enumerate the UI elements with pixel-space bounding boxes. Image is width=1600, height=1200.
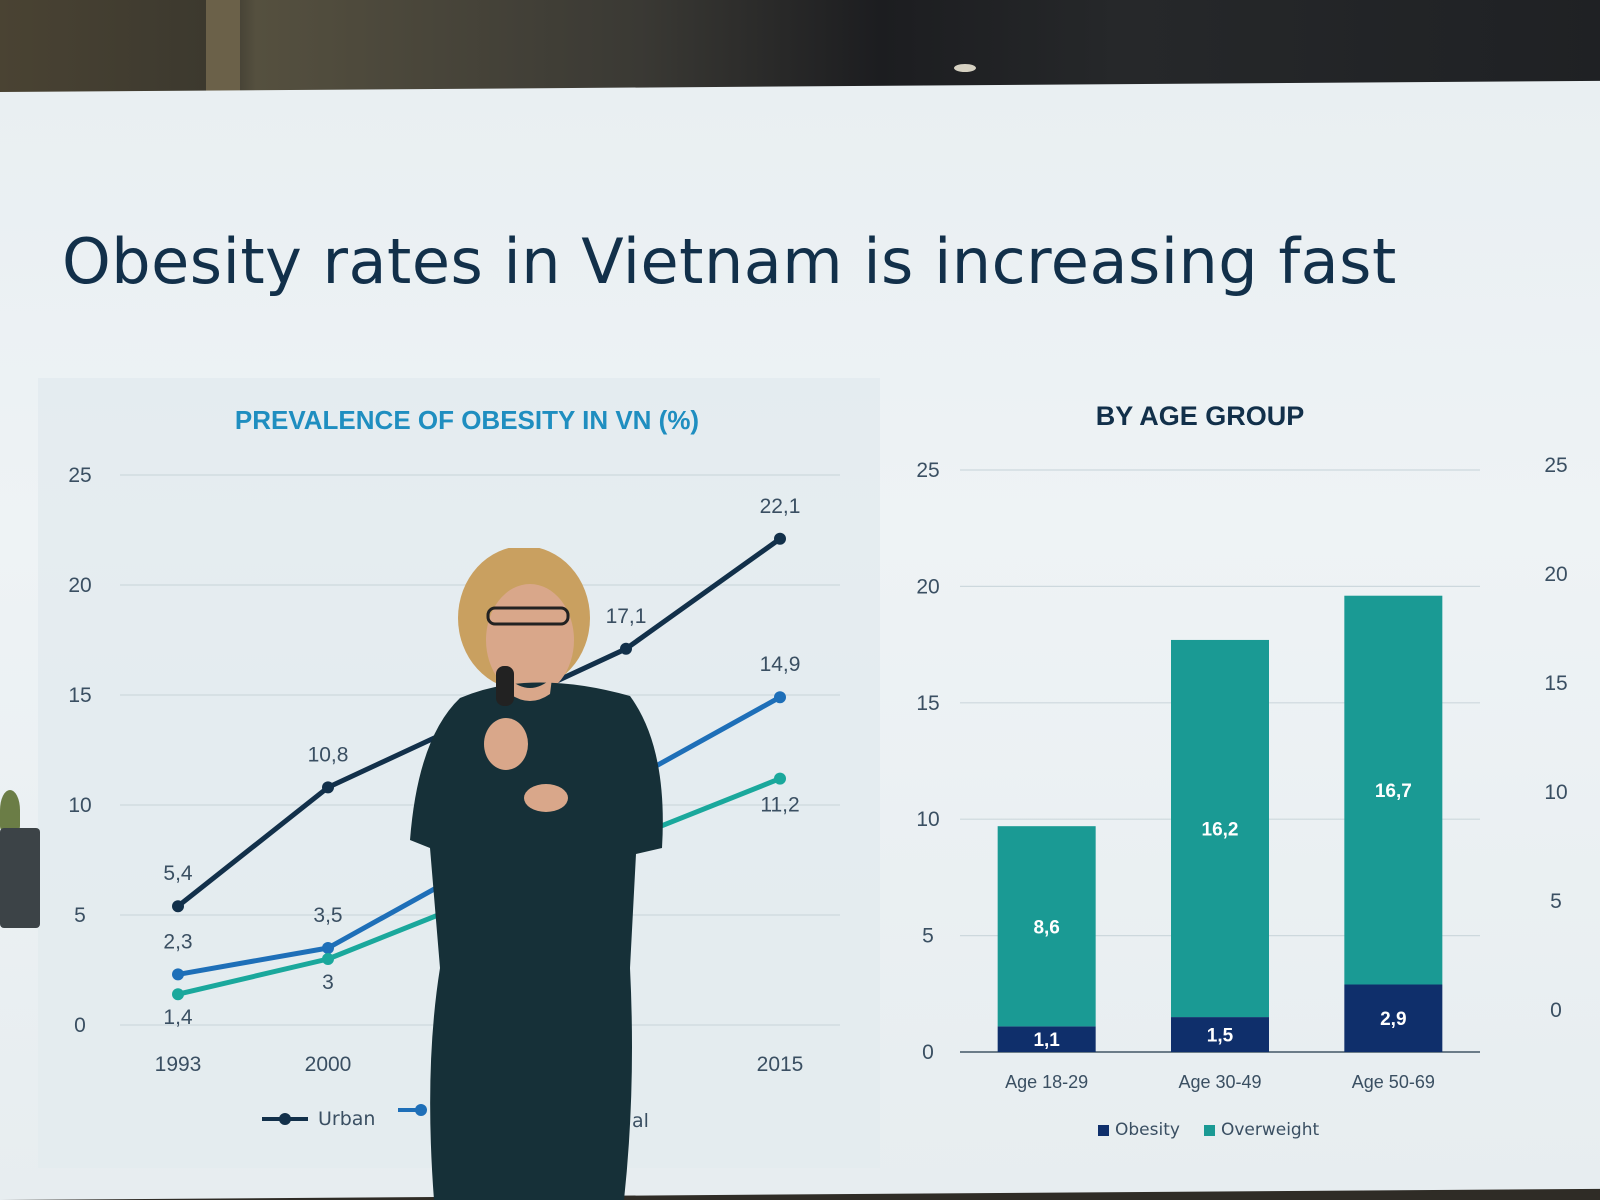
line-data-label: 10,8 (308, 743, 349, 766)
legend-overweight-swatch (1203, 1124, 1215, 1136)
line-data-point (322, 953, 334, 965)
bar-chart-right-axis-label: 15 (1544, 672, 1567, 695)
line-data-label: 22,1 (760, 495, 801, 518)
speaker-hand-2 (524, 784, 568, 812)
legend-series-2-marker (398, 1104, 427, 1116)
bar-chart-x-tick-label: Age 50-69 (1352, 1072, 1435, 1092)
bar-chart: BY AGE GROUP 0 5 10 15 20 25 0 5 10 15 20 25 1,1 8,… (916, 401, 1567, 1092)
line-data-label: 14,9 (760, 653, 801, 676)
line-chart-x-tick-label: 2000 (305, 1053, 352, 1076)
bar-data-label: 8,6 (1033, 917, 1059, 938)
line-data-point (322, 942, 334, 954)
bar-data-label: 16,7 (1375, 781, 1412, 802)
line-chart-y-tick-label: 10 (68, 794, 91, 817)
bar-data-label: 16,2 (1202, 820, 1239, 841)
bar-data-label: 1,5 (1207, 1026, 1234, 1047)
line-chart-y-tick-label: 25 (68, 464, 91, 487)
bar-segment (1344, 984, 1443, 1052)
line-chart-x-tick-label: 2015 (757, 1053, 804, 1076)
bar-chart-right-axis-label: 5 (1550, 890, 1562, 913)
bar-chart-y-tick-label: 10 (916, 808, 939, 831)
line-chart-y-tick-label: 5 (74, 904, 86, 927)
line-data-point (172, 988, 184, 1001)
speaker-hand (484, 718, 528, 770)
line-data-label: 1,4 (163, 1006, 193, 1029)
line-data-point (774, 691, 786, 704)
line-chart-y-tick-label: 20 (68, 574, 91, 597)
bar-chart-y-tick-label: 25 (916, 459, 939, 482)
line-chart-title: PREVALENCE OF OBESITY IN VN (%) (235, 405, 699, 435)
bar-chart-right-axis-label: 20 (1544, 563, 1567, 586)
line-chart-legend: Urban (262, 1108, 375, 1130)
line-chart-y-tick-label: 0 (74, 1014, 86, 1037)
bar-data-label: 1,1 (1033, 1030, 1060, 1051)
line-data-point (172, 968, 184, 981)
bar-segment (1344, 595, 1443, 985)
legend-obesity-label: Obesity (1115, 1120, 1180, 1140)
bar-chart-y-tick-label: 15 (916, 692, 939, 715)
slide-title: Obesity rates in Vietnam is increasing f… (62, 225, 1397, 298)
speaker-glasses (486, 606, 570, 626)
speaker-figure (410, 548, 663, 1200)
bar-data-label: 2,9 (1380, 1009, 1406, 1030)
plant (0, 790, 20, 830)
bar-segment (997, 1026, 1096, 1052)
bar-chart-x-tick-label: Age 30-49 (1178, 1072, 1261, 1092)
ceiling-lamp (954, 64, 976, 72)
legend-series-3-label: al (632, 1110, 649, 1132)
legend-urban-label: Urban (318, 1108, 376, 1130)
line-data-label: 11,2 (760, 794, 799, 817)
line-data-label: 2,3 (163, 930, 192, 953)
bar-chart-y-tick-label: 5 (922, 925, 934, 948)
speaker-dress (410, 682, 663, 1200)
line-data-point (620, 642, 632, 655)
line-chart-legend-3: al (632, 1110, 649, 1132)
legend-obesity-swatch (1098, 1124, 1109, 1136)
line-data-label: 17,1 (606, 605, 647, 628)
bar-segment (997, 826, 1096, 1027)
line-data-label: 3 (322, 971, 334, 994)
line-data-point (172, 900, 184, 913)
line-chart-x-tick-label: 1993 (155, 1053, 202, 1076)
bar-segment (1171, 1017, 1269, 1052)
microphone-icon (496, 666, 514, 706)
bar-chart-y-tick-label: 0 (922, 1041, 934, 1064)
bar-chart-y-tick-label: 20 (916, 575, 939, 598)
legend-overweight-label: Overweight (1220, 1120, 1320, 1140)
speaker-neck (508, 678, 552, 701)
line-chart-legend-2 (398, 1104, 427, 1116)
bar-chart-legend: Obesity Overweight (1098, 1120, 1319, 1140)
line-data-point (774, 532, 786, 545)
bar-chart-x-tick-label: Age 18-29 (1005, 1072, 1088, 1092)
bar-chart-right-axis-label: 0 (1550, 999, 1562, 1022)
line-data-point (322, 781, 334, 794)
bar-chart-right-axis-label: 25 (1544, 454, 1567, 477)
legend-urban-marker (262, 1113, 308, 1125)
bar-chart-title: BY AGE GROUP (1096, 401, 1305, 431)
line-data-point (774, 772, 786, 785)
stage-monitor (0, 828, 40, 928)
line-data-label: 5,4 (163, 862, 193, 885)
line-chart-y-tick-label: 15 (68, 684, 91, 707)
bar-segment (1171, 639, 1269, 1018)
line-chart: PREVALENCE OF OBESITY IN VN (%) 0 5 10 15 20… (68, 405, 840, 1076)
line-data-label: 3,5 (313, 904, 342, 927)
bar-chart-right-axis-label: 10 (1544, 781, 1567, 804)
